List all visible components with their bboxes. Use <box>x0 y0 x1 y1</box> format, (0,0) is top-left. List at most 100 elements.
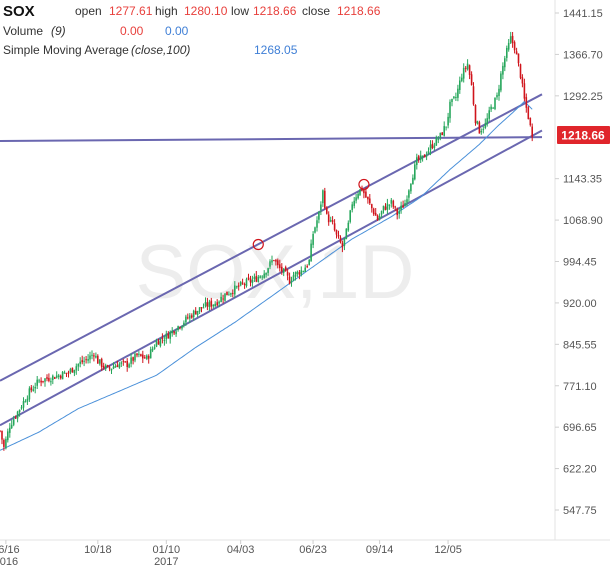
candle-body <box>284 267 287 272</box>
candle-body <box>99 359 101 364</box>
candle-body <box>12 419 15 425</box>
candle-body <box>155 341 158 347</box>
candle-body <box>232 292 234 294</box>
candle-body <box>140 354 142 357</box>
candle-body <box>71 367 74 373</box>
x-tick-label: 01/10 <box>153 544 181 556</box>
candle-body <box>466 63 469 70</box>
candle-body <box>441 132 443 135</box>
legend-sma-label[interactable]: Simple Moving Average <box>3 43 129 57</box>
candle-body <box>502 65 504 75</box>
candle-body <box>95 355 97 358</box>
candle-body <box>275 259 277 262</box>
candle-body <box>34 387 36 389</box>
touch-marker-2[interactable] <box>358 178 370 191</box>
candle-body <box>204 302 207 307</box>
candle-body <box>486 118 488 125</box>
candle-body <box>359 189 361 195</box>
y-tick-label: 920.00 <box>563 298 597 310</box>
candle-body <box>147 356 150 359</box>
candle-body <box>144 357 146 359</box>
y-tick-label: 1143.35 <box>563 174 602 186</box>
trendline-3[interactable] <box>0 136 543 143</box>
candle-body <box>388 204 391 206</box>
candle-body <box>374 212 377 216</box>
candle-body <box>126 361 128 367</box>
candle-body <box>55 375 58 378</box>
candle-body <box>492 107 494 109</box>
candle-body <box>65 372 68 374</box>
candle-body <box>451 98 453 102</box>
x-tick-label: 09/14 <box>366 544 394 556</box>
legend-low-value: 1218.66 <box>253 4 297 18</box>
candle-body <box>353 200 355 206</box>
x-tick-label: 04/03 <box>227 544 255 556</box>
touch-marker-1[interactable] <box>252 238 264 251</box>
candle-body <box>208 301 211 307</box>
candle-body <box>470 74 473 86</box>
candle-body <box>496 95 498 98</box>
candle-body <box>28 388 31 400</box>
candle-body <box>318 211 320 220</box>
candle-body <box>230 293 232 295</box>
legend-volume-label[interactable]: Volume <box>3 24 43 38</box>
candle-body <box>447 116 449 126</box>
candle-body <box>312 234 314 245</box>
candle-body <box>369 198 371 204</box>
candle-body <box>396 208 398 216</box>
candle-body <box>81 360 83 363</box>
candle-body <box>52 375 54 380</box>
trendline-1[interactable] <box>0 93 543 382</box>
candle-body <box>112 366 115 369</box>
candle-body <box>146 355 148 359</box>
candle-body <box>472 86 475 105</box>
candle-body <box>222 298 224 300</box>
candle-body <box>77 363 80 367</box>
candle-body <box>75 366 78 371</box>
legend-sma-param: (close,100) <box>131 43 190 57</box>
candle-body <box>300 270 303 275</box>
legend-volume-value-1: 0.00 <box>120 24 144 38</box>
candle-body <box>461 77 463 81</box>
candle-body <box>165 333 168 340</box>
candle-body <box>417 156 420 160</box>
x-year-label: 2017 <box>154 556 178 568</box>
plot-area <box>0 0 555 540</box>
candle-body <box>376 215 379 221</box>
candle-body <box>416 157 418 165</box>
candle-body <box>519 64 522 78</box>
legend-open-value: 1277.61 <box>109 4 153 18</box>
candle-body <box>151 348 154 351</box>
candle-body <box>157 341 160 345</box>
candle-body <box>382 205 385 211</box>
candle-body <box>316 220 318 228</box>
candle-body <box>449 101 451 119</box>
candle-body <box>257 276 260 282</box>
candle-body <box>30 387 33 391</box>
candle-body <box>171 330 173 334</box>
candle-body <box>97 355 99 364</box>
candle-body <box>241 282 244 284</box>
candle-body <box>183 322 185 325</box>
candle-body <box>218 301 220 304</box>
candle-body <box>517 53 520 64</box>
candle-body <box>36 379 38 386</box>
candle-body <box>9 427 11 433</box>
candle-body <box>302 271 305 273</box>
candle-body <box>292 275 295 281</box>
candle-body <box>521 77 524 84</box>
candle-body <box>234 285 236 295</box>
legend-symbol[interactable]: SOX <box>3 3 35 20</box>
candle-body <box>22 401 25 408</box>
candle-body <box>404 203 406 207</box>
candle-body <box>412 177 414 185</box>
candle-body <box>236 286 238 288</box>
candle-body <box>349 210 351 222</box>
y-tick-label: 622.20 <box>563 464 597 476</box>
candle-body <box>220 296 222 302</box>
trendline-2[interactable] <box>0 129 543 427</box>
candle-body <box>414 164 416 180</box>
candle-body <box>104 365 107 369</box>
candle-body <box>464 67 467 69</box>
